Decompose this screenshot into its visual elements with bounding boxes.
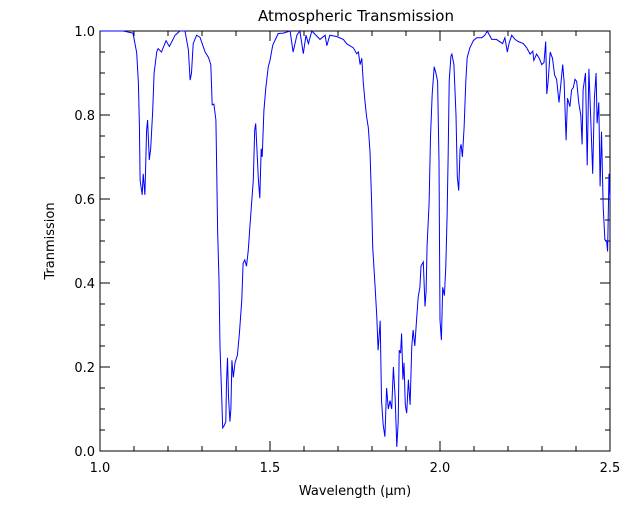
axis-ticks	[99, 30, 611, 452]
x-tick-label: 1.0	[90, 461, 111, 476]
y-axis-label: Tranmission	[43, 202, 58, 280]
x-tick-label: 2.5	[600, 461, 621, 476]
x-tick-label: 1.5	[260, 461, 281, 476]
tick-labels: 1.0 1.5 2.0 2.5 0.0 0.2 0.4 0.6 0.8 1.0	[74, 25, 620, 476]
y-tick-label: 0.2	[74, 361, 95, 376]
transmission-series-line	[100, 29, 611, 447]
y-tick-label: 0.8	[74, 109, 95, 124]
y-tick-label: 0.4	[74, 277, 95, 292]
plot-frame	[99, 30, 611, 452]
x-axis-label: Wavelength (μm)	[299, 484, 411, 499]
chart-title: Atmospheric Transmission	[258, 7, 454, 25]
y-tick-label: 0.0	[74, 445, 95, 460]
y-tick-label: 0.6	[74, 193, 95, 208]
y-tick-label: 1.0	[74, 25, 95, 40]
x-tick-label: 2.0	[430, 461, 451, 476]
